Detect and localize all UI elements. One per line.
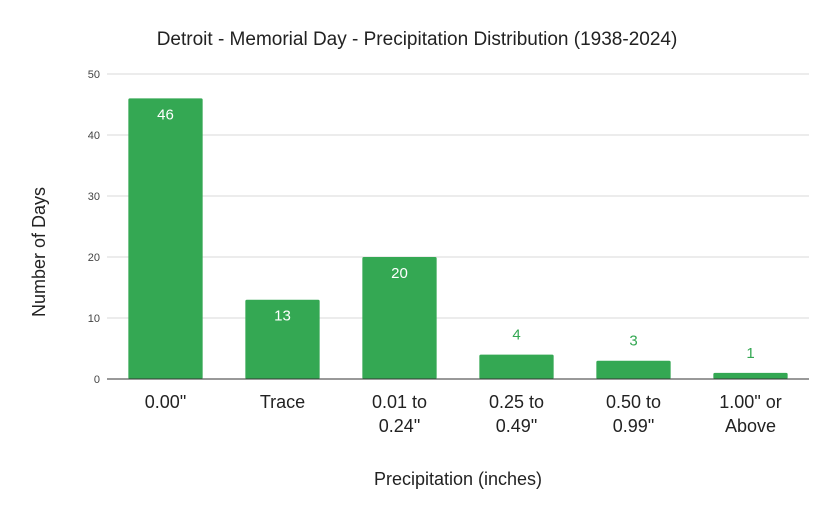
x-tick-label: 0.01 to: [372, 392, 427, 412]
x-tick-label: 0.00": [145, 392, 186, 412]
bar: [362, 257, 437, 379]
y-tick-label: 50: [88, 69, 100, 81]
y-tick-label: 0: [94, 374, 100, 386]
data-labels: 46 13 20 4 3 1: [157, 106, 755, 362]
x-tick-label: 0.99": [613, 416, 654, 436]
y-tick-label: 40: [88, 130, 100, 142]
x-tick-label: 0.24": [379, 416, 420, 436]
bar: [479, 354, 554, 379]
chart-title: Detroit - Memorial Day - Precipitation D…: [157, 29, 678, 50]
bars: [128, 98, 788, 380]
x-axis-title: Precipitation (inches): [374, 469, 542, 489]
x-tick-label: Trace: [260, 392, 305, 412]
x-tick-label: Above: [725, 416, 776, 436]
y-tick-label: 10: [88, 313, 100, 325]
bar: [128, 98, 203, 380]
x-tick-label: 1.00" or: [719, 392, 781, 412]
y-axis-title: Number of Days: [29, 187, 49, 317]
data-label: 1: [746, 345, 754, 362]
data-label: 3: [629, 333, 637, 350]
gridlines: [107, 73, 809, 319]
bar: [596, 360, 671, 379]
data-label: 4: [512, 327, 520, 344]
bar: [245, 299, 320, 379]
x-tick-label: 0.50 to: [606, 392, 661, 412]
bar: [713, 372, 788, 379]
y-tick-label: 20: [88, 252, 100, 264]
y-tick-label: 30: [88, 191, 100, 203]
data-label: 46: [157, 106, 174, 123]
data-label: 13: [274, 308, 291, 325]
x-axis-ticks: 0.00" Trace 0.01 to 0.24" 0.25 to 0.49" 0.50 t…: [145, 392, 782, 436]
data-label: 20: [391, 265, 408, 282]
x-tick-label: 0.49": [496, 416, 537, 436]
y-axis-ticks: 0 10 20 30 40 50: [88, 69, 100, 386]
x-tick-label: 0.25 to: [489, 392, 544, 412]
